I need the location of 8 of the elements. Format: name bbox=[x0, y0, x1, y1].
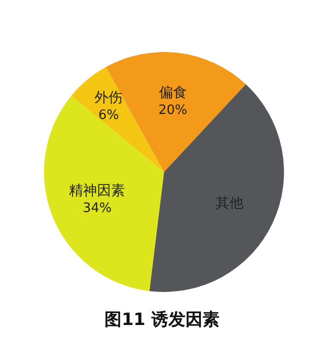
text: 图11 诱发因素 bbox=[104, 310, 220, 330]
data-label: 34% bbox=[82, 201, 112, 216]
slice-label: 精神因素 bbox=[69, 183, 126, 200]
data-label: 20% bbox=[158, 103, 188, 118]
slice-label: 外伤 bbox=[94, 90, 123, 106]
slice-label: 其他 bbox=[215, 195, 244, 212]
slice-label: 偏食 bbox=[158, 85, 187, 102]
data-label: 6% bbox=[98, 108, 120, 124]
